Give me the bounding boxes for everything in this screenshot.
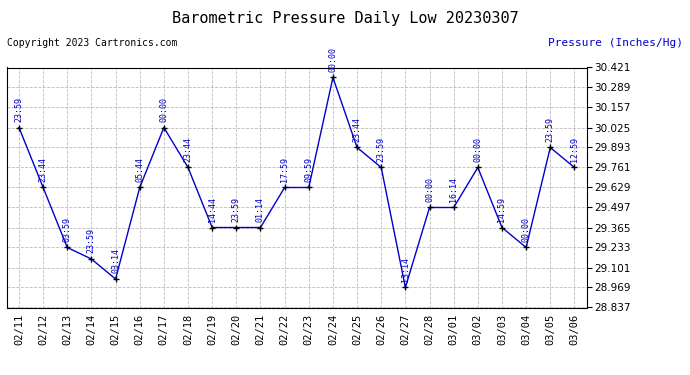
Text: 23:59: 23:59 (87, 228, 96, 254)
Text: Pressure (Inches/Hg): Pressure (Inches/Hg) (548, 38, 683, 48)
Text: 00:00: 00:00 (328, 47, 337, 72)
Text: 01:14: 01:14 (256, 197, 265, 222)
Text: 17:59: 17:59 (280, 157, 289, 182)
Text: 23:59: 23:59 (14, 97, 23, 122)
Text: 14:44: 14:44 (208, 197, 217, 222)
Text: 13:14: 13:14 (401, 257, 410, 282)
Text: 00:00: 00:00 (159, 97, 168, 122)
Text: 23:59: 23:59 (546, 117, 555, 142)
Text: 03:59: 03:59 (63, 217, 72, 242)
Text: 00:00: 00:00 (473, 137, 482, 162)
Text: Barometric Pressure Daily Low 20230307: Barometric Pressure Daily Low 20230307 (172, 11, 518, 26)
Text: 16:14: 16:14 (449, 177, 458, 202)
Text: 12:59: 12:59 (570, 137, 579, 162)
Text: 23:59: 23:59 (232, 197, 241, 222)
Text: 14:59: 14:59 (497, 197, 506, 222)
Text: 09:59: 09:59 (304, 157, 313, 182)
Text: 05:44: 05:44 (135, 157, 144, 182)
Text: 23:59: 23:59 (377, 137, 386, 162)
Text: 00:00: 00:00 (522, 217, 531, 242)
Text: 03:14: 03:14 (111, 249, 120, 273)
Text: Copyright 2023 Cartronics.com: Copyright 2023 Cartronics.com (7, 38, 177, 48)
Text: 23:44: 23:44 (353, 117, 362, 142)
Text: 23:44: 23:44 (184, 137, 193, 162)
Text: 23:44: 23:44 (39, 157, 48, 182)
Text: 00:00: 00:00 (425, 177, 434, 202)
